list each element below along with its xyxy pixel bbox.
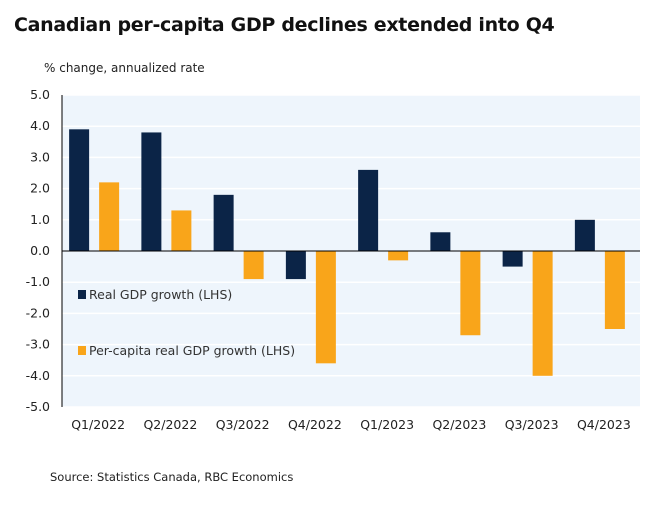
- bar-real-gdp: [285, 251, 306, 280]
- x-tick-label: Q1/2022: [71, 417, 125, 432]
- y-tick-label: -1.0: [26, 274, 50, 289]
- y-tick-label: 1.0: [30, 212, 50, 227]
- bar-real-gdp: [358, 169, 379, 251]
- bar-per-capita-gdp: [532, 251, 553, 376]
- y-tick-label: -3.0: [26, 337, 50, 352]
- bar-per-capita-gdp: [604, 251, 625, 329]
- bar-real-gdp: [141, 132, 162, 251]
- chart-title: Canadian per-capita GDP declines extende…: [14, 14, 555, 36]
- legend-swatch: [78, 290, 86, 299]
- x-tick-label: Q4/2022: [288, 417, 342, 432]
- x-tick-label: Q3/2023: [505, 417, 559, 432]
- x-tick-label: Q2/2022: [143, 417, 197, 432]
- y-tick-label: -5.0: [26, 399, 50, 414]
- x-tick-label: Q1/2023: [360, 417, 414, 432]
- source-note: Source: Statistics Canada, RBC Economics: [50, 470, 294, 484]
- bar-per-capita-gdp: [388, 251, 409, 261]
- bar-real-gdp: [502, 251, 523, 267]
- bar-per-capita-gdp: [99, 182, 120, 251]
- bar-real-gdp: [69, 129, 90, 251]
- bar-per-capita-gdp: [460, 251, 481, 336]
- bar-real-gdp: [574, 219, 595, 251]
- x-tick-label: Q2/2023: [432, 417, 486, 432]
- bar-per-capita-gdp: [243, 251, 264, 280]
- bar-real-gdp: [213, 194, 234, 251]
- y-tick-label: -4.0: [26, 368, 50, 383]
- y-tick-label: 3.0: [30, 149, 50, 164]
- y-tick-label: -2.0: [26, 305, 50, 320]
- y-tick-label: 2.0: [30, 181, 50, 196]
- y-tick-label: 4.0: [30, 118, 50, 133]
- y-axis-label: % change, annualized rate: [44, 61, 205, 75]
- y-tick-label: 5.0: [30, 87, 50, 102]
- y-tick-label: 0.0: [30, 243, 50, 258]
- bar-real-gdp: [430, 232, 451, 251]
- legend-swatch: [78, 346, 86, 355]
- x-tick-label: Q3/2022: [216, 417, 270, 432]
- bar-per-capita-gdp: [315, 251, 336, 364]
- legend-label: Real GDP growth (LHS): [89, 287, 232, 302]
- x-tick-label: Q4/2023: [577, 417, 631, 432]
- bar-per-capita-gdp: [171, 210, 192, 251]
- legend-label: Per-capita real GDP growth (LHS): [89, 343, 295, 358]
